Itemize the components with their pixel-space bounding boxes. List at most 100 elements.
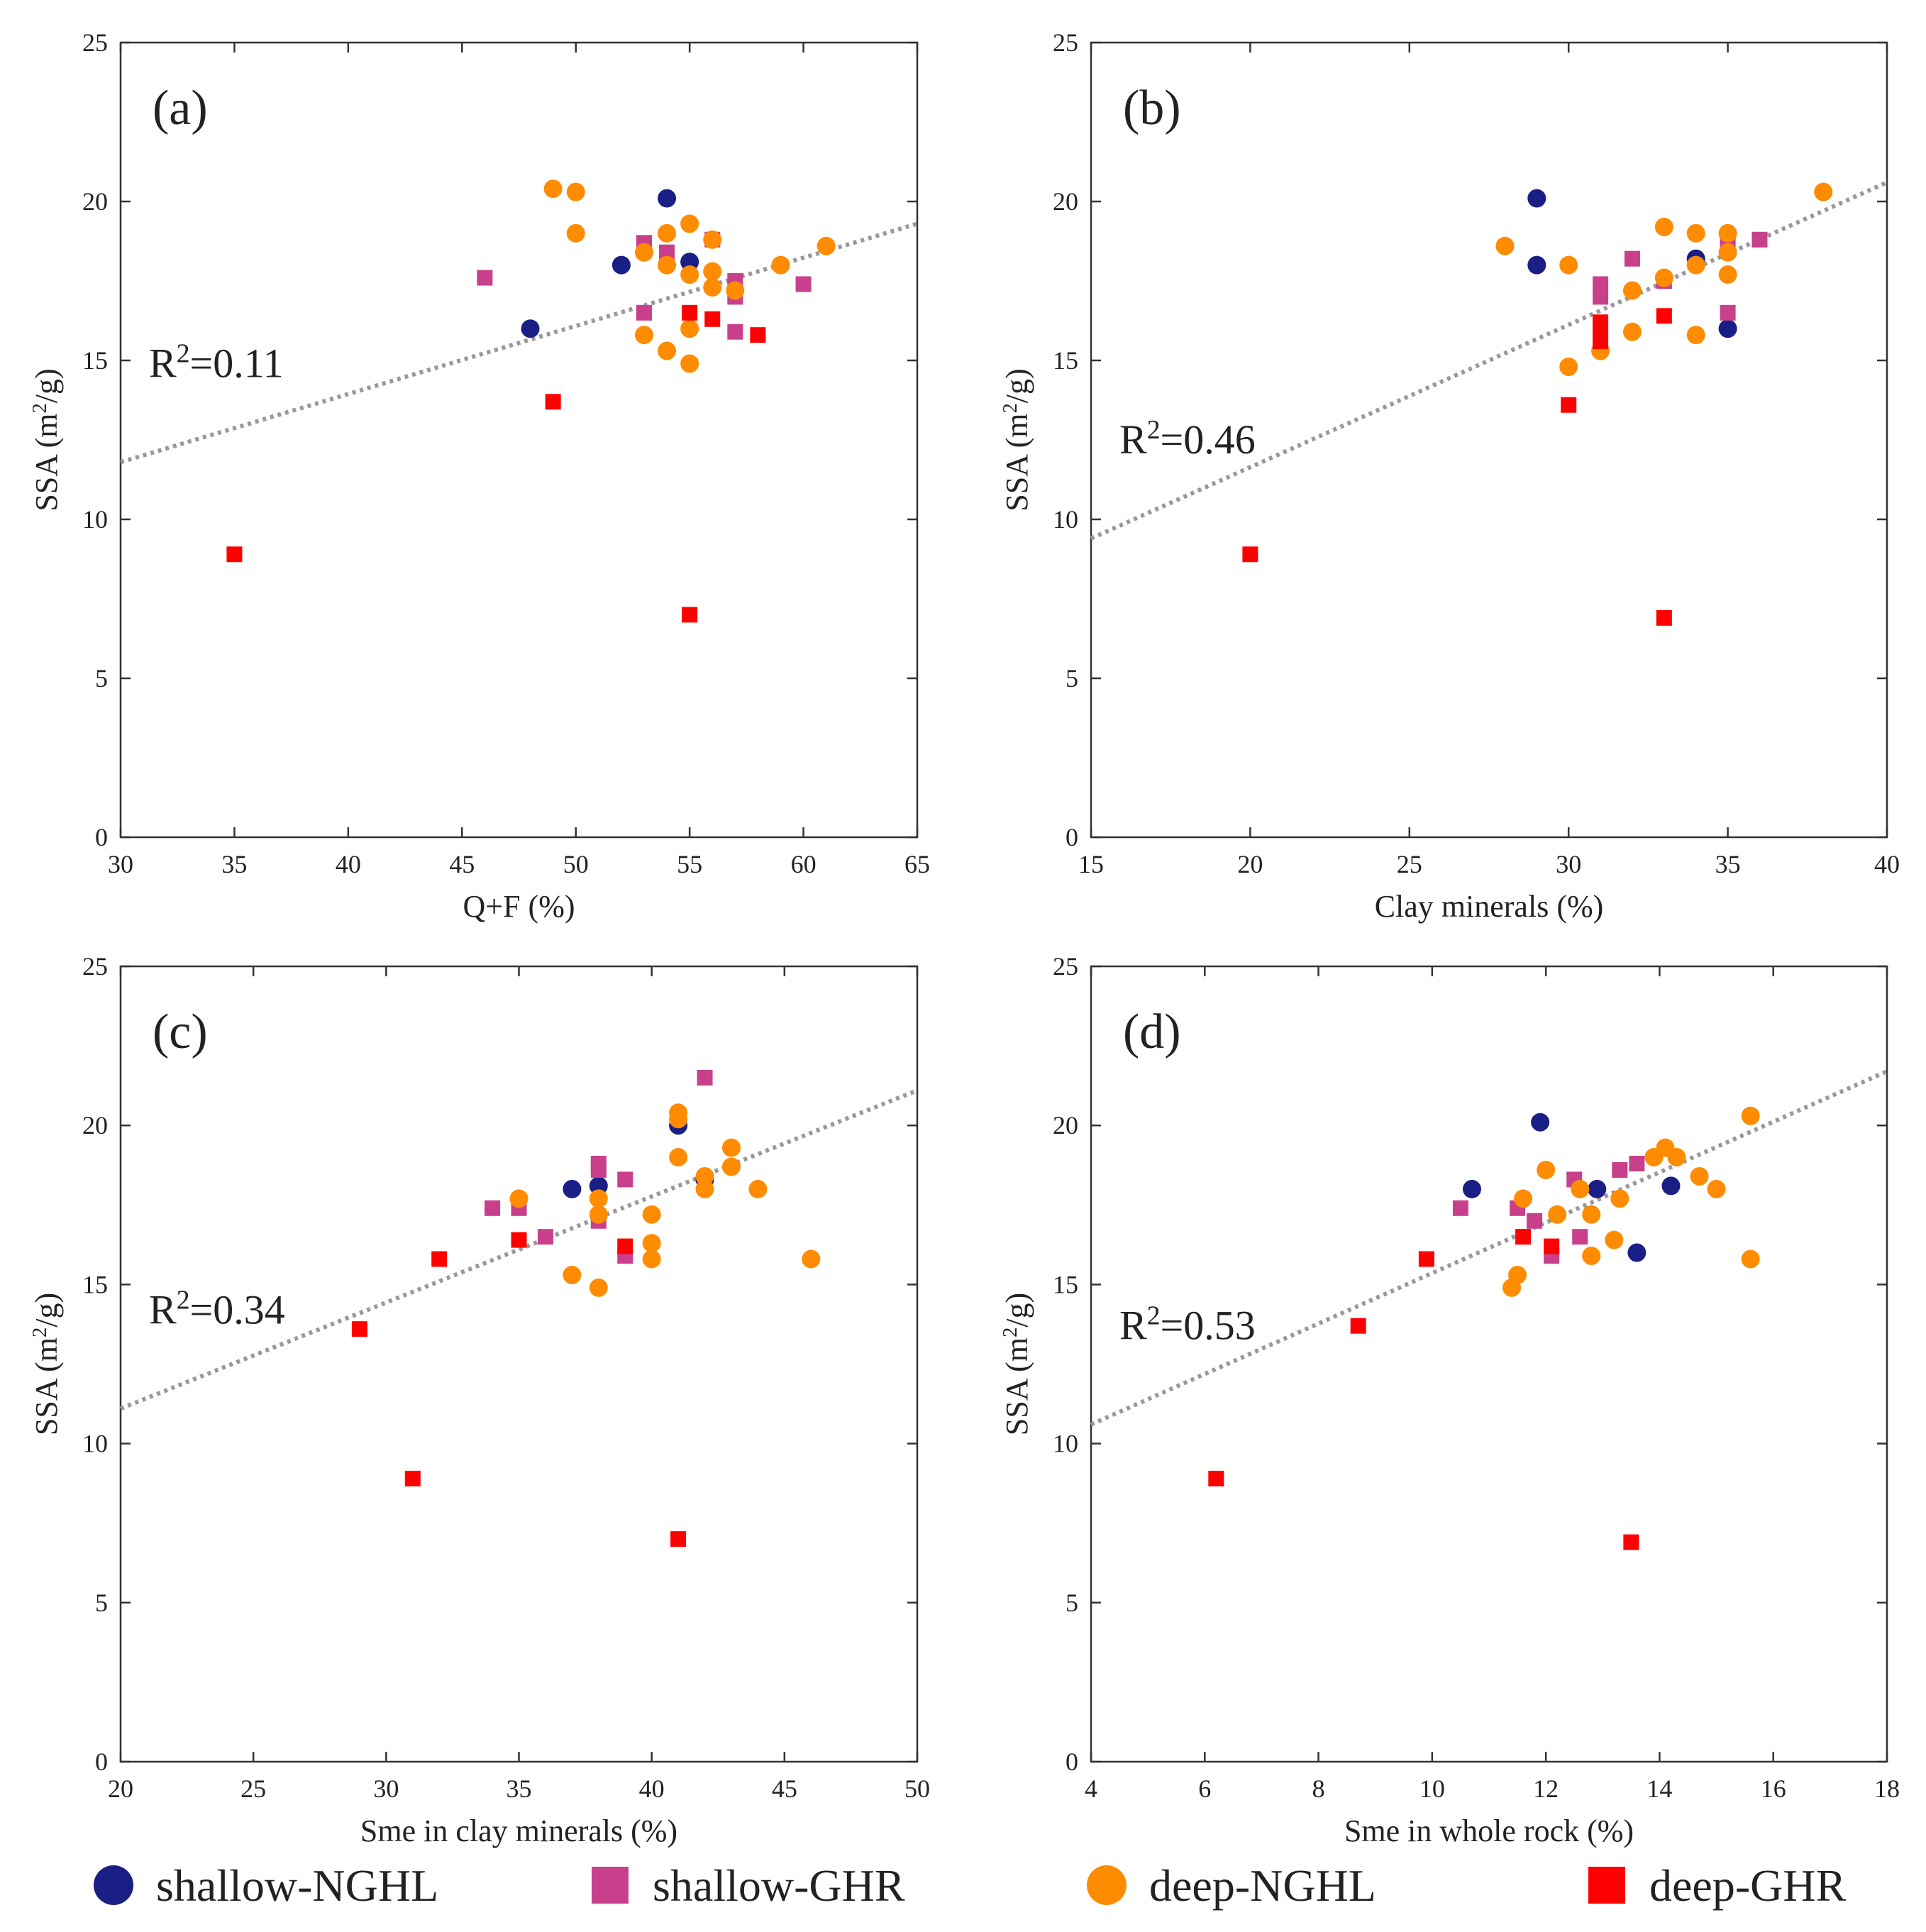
panel-c: 20 25 30 35 40 45 50 0 5 10 15 20 25 Sme in clay mine…	[29, 952, 931, 1848]
point-deep-NGHL	[509, 1189, 528, 1208]
plot-frame	[1090, 41, 1888, 839]
x-tick-label: 20	[108, 1774, 133, 1803]
point-deep-NGHL	[1605, 1230, 1624, 1249]
panel-b: 15 20 25 30 35 40 0 5 10 15 20 25 Clay minerals (%) S…	[1000, 28, 1900, 924]
point-deep-GHR	[1350, 1318, 1366, 1334]
point-deep-NGHL	[1718, 243, 1737, 262]
point-deep-NGHL	[1686, 326, 1705, 345]
point-shallow-GHR	[697, 1069, 713, 1086]
x-tick-label: 50	[904, 1774, 930, 1803]
point-deep-GHR	[1623, 1534, 1639, 1550]
point-deep-NGHL	[658, 223, 677, 243]
point-deep-NGHL	[1654, 217, 1673, 236]
x-tick-label: 8	[1312, 1774, 1325, 1803]
point-deep-NGHL	[642, 1234, 661, 1253]
point-deep-NGHL	[658, 341, 677, 360]
point-deep-NGHL	[1571, 1179, 1590, 1198]
y-tick-label: 0	[95, 823, 108, 851]
point-shallow-NGHL	[1531, 1113, 1550, 1132]
point-deep-NGHL	[748, 1179, 768, 1198]
point-deep-NGHL	[1686, 255, 1705, 275]
legend-item-shallow-NGHL: shallow-NGHL	[94, 1860, 438, 1911]
x-tick-label: 60	[791, 850, 817, 878]
point-deep-NGHL	[669, 1148, 688, 1167]
point-deep-NGHL	[695, 1166, 714, 1186]
point-shallow-GHR	[477, 270, 493, 286]
point-shallow-GHR	[1572, 1229, 1588, 1245]
point-shallow-GHR	[659, 244, 675, 260]
x-tick-label: 25	[1397, 850, 1422, 878]
point-shallow-GHR	[1624, 250, 1640, 267]
y-axis-label: SSA (m2/g)	[29, 1293, 65, 1435]
y-tick-label: 25	[82, 952, 108, 981]
point-deep-NGHL	[566, 223, 585, 243]
point-deep-NGHL	[634, 326, 653, 345]
y-tick-label: 15	[82, 346, 108, 375]
point-deep-NGHL	[642, 1249, 661, 1269]
point-deep-GHR	[1593, 333, 1609, 350]
point-deep-NGHL	[703, 230, 722, 249]
r-squared-label: R2=0.11	[149, 338, 284, 386]
plot-frame	[1090, 965, 1888, 1763]
x-axis-label: Sme in whole rock (%)	[1344, 1814, 1634, 1848]
point-deep-NGHL	[703, 262, 722, 281]
x-tick-label: 35	[221, 850, 247, 878]
legend-label: shallow-NGHL	[156, 1860, 438, 1911]
point-deep-NGHL	[1582, 1247, 1601, 1266]
legend-label: deep-NGHL	[1149, 1860, 1376, 1911]
point-deep-NGHL	[1718, 265, 1737, 285]
r-squared-label: R2=0.34	[149, 1285, 285, 1332]
point-deep-NGHL	[642, 1205, 661, 1224]
point-deep-NGHL	[1610, 1189, 1629, 1208]
y-tick-label: 20	[82, 187, 108, 216]
point-deep-GHR	[670, 1531, 687, 1547]
point-deep-NGHL	[680, 214, 699, 233]
point-shallow-GHR	[1751, 231, 1768, 248]
legend-item-deep-NGHL: deep-NGHL	[1087, 1860, 1376, 1911]
point-deep-NGHL	[817, 236, 836, 255]
y-tick-label: 10	[82, 505, 108, 534]
point-shallow-NGHL	[521, 319, 540, 338]
point-shallow-GHR	[1593, 289, 1609, 305]
x-tick-label: 65	[904, 850, 930, 878]
point-deep-NGHL	[680, 354, 699, 373]
point-shallow-NGHL	[1588, 1179, 1607, 1198]
y-tick-label: 20	[82, 1111, 108, 1139]
point-shallow-GHR	[590, 1161, 607, 1178]
legend-marker	[94, 1865, 133, 1905]
x-tick-label: 30	[1556, 850, 1581, 878]
x-axis-label: Q+F (%)	[463, 889, 575, 924]
y-tick-label: 25	[82, 28, 108, 57]
point-shallow-NGHL	[680, 253, 699, 272]
point-deep-NGHL	[1707, 1179, 1726, 1198]
point-shallow-GHR	[1527, 1213, 1543, 1229]
y-tick-label: 10	[82, 1430, 108, 1458]
point-deep-GHR	[1418, 1251, 1434, 1267]
point-shallow-NGHL	[611, 255, 631, 275]
point-deep-NGHL	[589, 1278, 608, 1297]
point-shallow-GHR	[485, 1200, 501, 1216]
point-deep-NGHL	[658, 255, 677, 275]
x-tick-label: 18	[1874, 1774, 1900, 1803]
point-shallow-GHR	[727, 324, 743, 340]
point-deep-GHR	[682, 607, 698, 623]
point-deep-NGHL	[703, 277, 722, 297]
point-deep-NGHL	[726, 281, 745, 300]
point-shallow-NGHL	[589, 1176, 608, 1196]
x-tick-label: 40	[336, 850, 361, 878]
legend-label: shallow-GHR	[653, 1860, 905, 1911]
y-tick-label: 25	[1053, 952, 1078, 981]
point-deep-NGHL	[1741, 1249, 1760, 1269]
point-deep-GHR	[404, 1470, 421, 1486]
y-axis-label: SSA (m2/g)	[1000, 368, 1035, 511]
x-axis-label: Clay minerals (%)	[1375, 889, 1604, 924]
trendline	[119, 1088, 919, 1411]
point-deep-GHR	[1515, 1229, 1532, 1245]
legend-marker	[592, 1867, 629, 1904]
point-deep-NGHL	[771, 255, 790, 275]
point-deep-NGHL	[1514, 1189, 1533, 1208]
x-tick-label: 4	[1085, 1774, 1097, 1803]
x-tick-label: 50	[563, 850, 589, 878]
point-deep-NGHL	[1622, 281, 1642, 300]
